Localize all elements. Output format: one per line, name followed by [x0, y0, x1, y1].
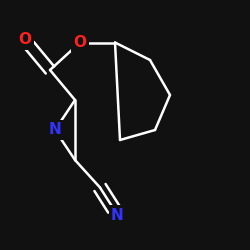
Text: N: N	[111, 208, 124, 222]
Text: O: O	[74, 35, 86, 50]
Text: O: O	[18, 32, 32, 48]
Text: N: N	[48, 122, 62, 138]
